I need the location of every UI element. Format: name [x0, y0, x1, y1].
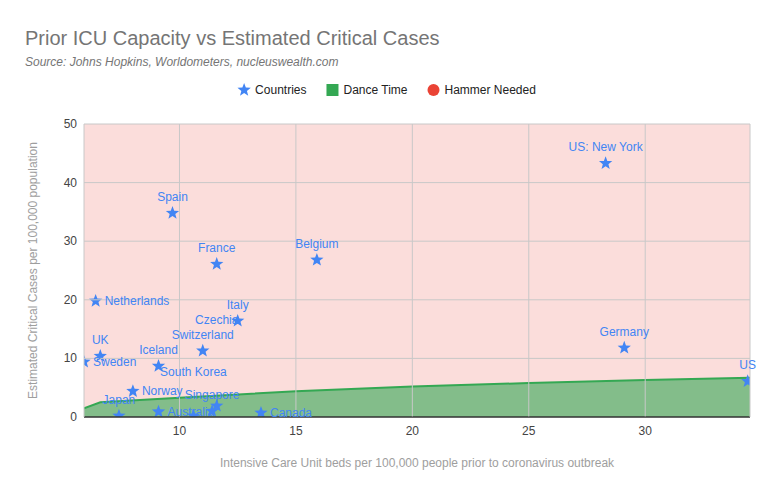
x-axis-title: Intensive Care Unit beds per 100,000 peo…	[220, 456, 615, 470]
y-grid-line	[84, 124, 750, 125]
legend-swatch	[326, 84, 338, 96]
point-label: France	[198, 241, 236, 255]
point-label: Czechia	[195, 313, 239, 327]
grid	[84, 124, 750, 417]
point	[210, 257, 223, 270]
x-tick-label: 15	[289, 424, 303, 438]
y-tick-label: 0	[70, 410, 77, 424]
x-tick-label: 25	[522, 424, 536, 438]
y-tick-label: 30	[64, 234, 78, 248]
point	[84, 355, 91, 368]
title: Prior ICU Capacity vs Estimated Critical…	[25, 27, 440, 49]
legend-label: Hammer Needed	[445, 83, 536, 97]
point-label: Australia	[168, 405, 215, 419]
y-grid-line	[84, 299, 750, 300]
x-grid-line	[645, 124, 646, 417]
legend: Countries Dance Time Hammer Needed	[237, 83, 535, 97]
y-tick-label: 50	[64, 117, 78, 131]
y-tick-label: 40	[64, 176, 78, 190]
point-label: Italy	[227, 298, 249, 312]
point-label: Spain	[157, 190, 188, 204]
point-label: Japan	[103, 393, 136, 407]
point	[89, 294, 102, 307]
point	[196, 344, 209, 357]
legend-item: Dance Time	[326, 83, 407, 97]
x-tick-label: 30	[639, 424, 653, 438]
point-label: Iceland	[139, 343, 178, 357]
point-label: Singapore	[185, 388, 240, 402]
point-label: US: New York	[569, 140, 644, 154]
x-tick-label: 10	[173, 424, 187, 438]
y-tick-label: 10	[64, 351, 78, 365]
point-label: Belgium	[295, 237, 338, 251]
area-line	[84, 378, 750, 408]
point-label: Norway	[142, 384, 183, 398]
legend-item: Countries	[237, 83, 306, 97]
point-label: UK	[92, 333, 109, 347]
x-grid-line	[528, 124, 529, 417]
point	[166, 206, 179, 219]
y-tick-label: 20	[64, 293, 78, 307]
subtitle: Source: Johns Hopkins, Worldometers, nuc…	[25, 55, 338, 69]
chart: Prior ICU Capacity vs Estimated Critical…	[0, 0, 774, 495]
point-label: South Korea	[160, 365, 227, 379]
point-label: Switzerland	[172, 328, 234, 342]
plot-marks	[84, 124, 750, 417]
x-grid-line	[412, 124, 413, 417]
point-label: Canada	[270, 406, 312, 420]
point-label: US	[739, 358, 756, 372]
y-grid-line	[84, 358, 750, 359]
x-tick-label: 20	[406, 424, 420, 438]
legend-swatch	[428, 84, 440, 96]
point	[599, 156, 612, 169]
legend-swatch	[237, 83, 250, 96]
point-label: Germany	[600, 325, 649, 339]
y-axis-title: Estimated Critical Cases per 100,000 pop…	[26, 142, 40, 399]
point	[112, 409, 125, 417]
legend-label: Countries	[255, 83, 306, 97]
point-label: Netherlands	[105, 294, 170, 308]
point	[741, 374, 750, 387]
legend-item: Hammer Needed	[428, 83, 536, 97]
x-grid-line	[295, 124, 296, 417]
y-grid-line	[84, 241, 750, 242]
point	[254, 406, 267, 417]
point-label: Sweden	[93, 355, 136, 369]
y-axis-line	[84, 124, 85, 417]
legend-label: Dance Time	[343, 83, 407, 97]
point	[618, 341, 631, 354]
y-grid-line	[84, 182, 750, 183]
frame-right	[750, 124, 751, 417]
area-fill	[84, 124, 750, 417]
background	[0, 0, 774, 495]
point	[310, 253, 323, 266]
point	[152, 405, 165, 417]
